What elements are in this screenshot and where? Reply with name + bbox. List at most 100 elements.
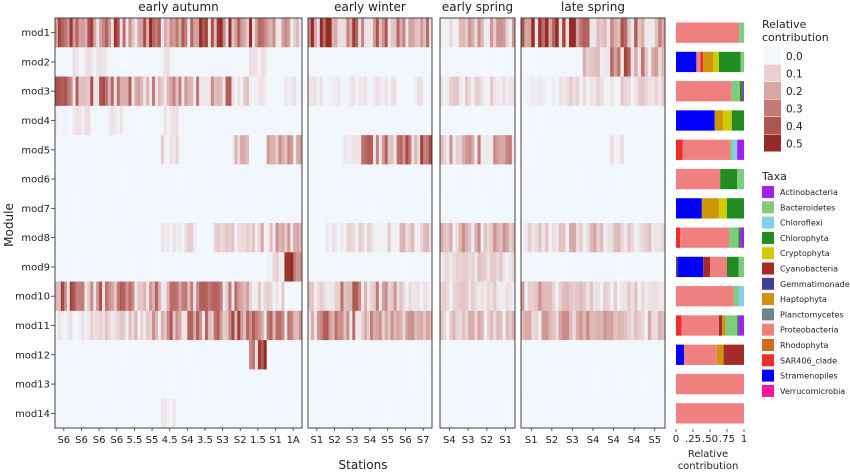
heat-cell: [623, 193, 628, 224]
heat-cell: [219, 18, 223, 48]
composition-segment: [676, 51, 697, 73]
heat-cell: [246, 193, 250, 224]
heat-cell: [237, 310, 241, 341]
heat-cell: [393, 398, 397, 429]
heat-cell: [658, 310, 662, 341]
heat-cell: [234, 340, 238, 370]
heat-cell: [84, 76, 88, 107]
heat-cell: [452, 340, 456, 370]
heat-cell: [72, 164, 76, 195]
heat-cell: [260, 193, 265, 224]
heat-cell: [146, 164, 150, 195]
heat-cell: [372, 193, 377, 224]
heat-cell: [521, 18, 525, 48]
heat-cell: [468, 164, 472, 195]
heat-cell: [257, 223, 262, 253]
heat-cell: [490, 76, 494, 107]
heat-cell: [228, 340, 232, 370]
heat-cell: [370, 47, 374, 77]
heat-cell: [184, 310, 188, 341]
heat-cell: [579, 76, 584, 107]
heat-cell: [75, 398, 79, 429]
heat-cell: [310, 193, 315, 224]
composition-segment: [676, 373, 744, 395]
heat-cell: [210, 310, 215, 341]
heat-cell: [231, 340, 235, 370]
heat-cell: [260, 223, 265, 253]
heat-cell: [617, 47, 621, 77]
heat-cell: [372, 398, 377, 429]
heat-cell: [193, 252, 197, 282]
heat-cell: [328, 252, 332, 282]
heat-cell: [593, 164, 597, 195]
heat-cell: [322, 369, 327, 400]
heat-cell: [122, 252, 126, 282]
heat-cell: [96, 252, 100, 282]
heat-cell: [184, 105, 188, 136]
heat-cell: [378, 369, 383, 400]
heat-cell: [331, 105, 335, 136]
heat-cell: [411, 252, 415, 282]
heat-cell: [57, 398, 62, 429]
heat-cell: [334, 135, 338, 165]
heat-cell: [134, 340, 138, 370]
heat-cell: [486, 164, 491, 195]
heat-cell: [219, 47, 223, 77]
heat-cell: [637, 281, 642, 312]
heat-cell: [384, 398, 389, 429]
heat-cell: [272, 281, 276, 312]
heat-cell: [122, 47, 126, 77]
heat-cell: [102, 76, 106, 107]
heat-cell: [367, 252, 371, 282]
heat-cell: [569, 369, 573, 400]
heat-cell: [78, 281, 82, 312]
heat-cell: [202, 18, 206, 48]
heat-cell: [275, 135, 279, 165]
heat-cell: [290, 340, 294, 370]
heat-cell: [181, 252, 185, 282]
heat-cell: [511, 105, 516, 136]
heat-cell: [378, 76, 383, 107]
heat-cell: [181, 369, 185, 400]
heat-cell: [125, 340, 129, 370]
heat-cell: [266, 164, 270, 195]
heat-cell: [190, 252, 194, 282]
heat-cell: [644, 223, 649, 253]
heat-cell: [508, 310, 513, 341]
heat-cell: [119, 105, 123, 136]
heat-cell: [449, 281, 453, 312]
heat-cell: [310, 223, 315, 253]
station-label: S5: [648, 435, 661, 446]
heat-cell: [284, 164, 288, 195]
heat-cell: [420, 369, 424, 400]
heat-cell: [193, 193, 197, 224]
heat-cell: [99, 369, 103, 400]
heat-cell: [290, 164, 294, 195]
composition-tick-label: .25: [685, 434, 701, 445]
heat-cell: [637, 193, 642, 224]
heat-cell: [358, 135, 362, 165]
heat-cell: [634, 76, 638, 107]
heat-cell: [207, 135, 212, 165]
scale-label: 0.4: [786, 121, 803, 133]
heat-cell: [558, 47, 563, 77]
heat-cell: [322, 135, 327, 165]
heat-cell: [178, 193, 182, 224]
heat-cell: [641, 193, 645, 224]
heat-cell: [548, 369, 553, 400]
heat-cell: [387, 281, 391, 312]
heat-cell: [234, 76, 238, 107]
heat-cell: [446, 105, 450, 136]
heat-cell: [63, 223, 68, 253]
heat-cell: [210, 193, 215, 224]
heat-cell: [589, 105, 594, 136]
heat-cell: [490, 252, 494, 282]
heat-cell: [140, 47, 144, 77]
heat-cell: [122, 223, 126, 253]
heat-cell: [308, 76, 312, 107]
heat-cell: [175, 310, 179, 341]
heat-cell: [128, 164, 132, 195]
heat-cell: [78, 47, 82, 77]
composition-segment: [737, 168, 744, 190]
heat-cell: [471, 223, 475, 253]
